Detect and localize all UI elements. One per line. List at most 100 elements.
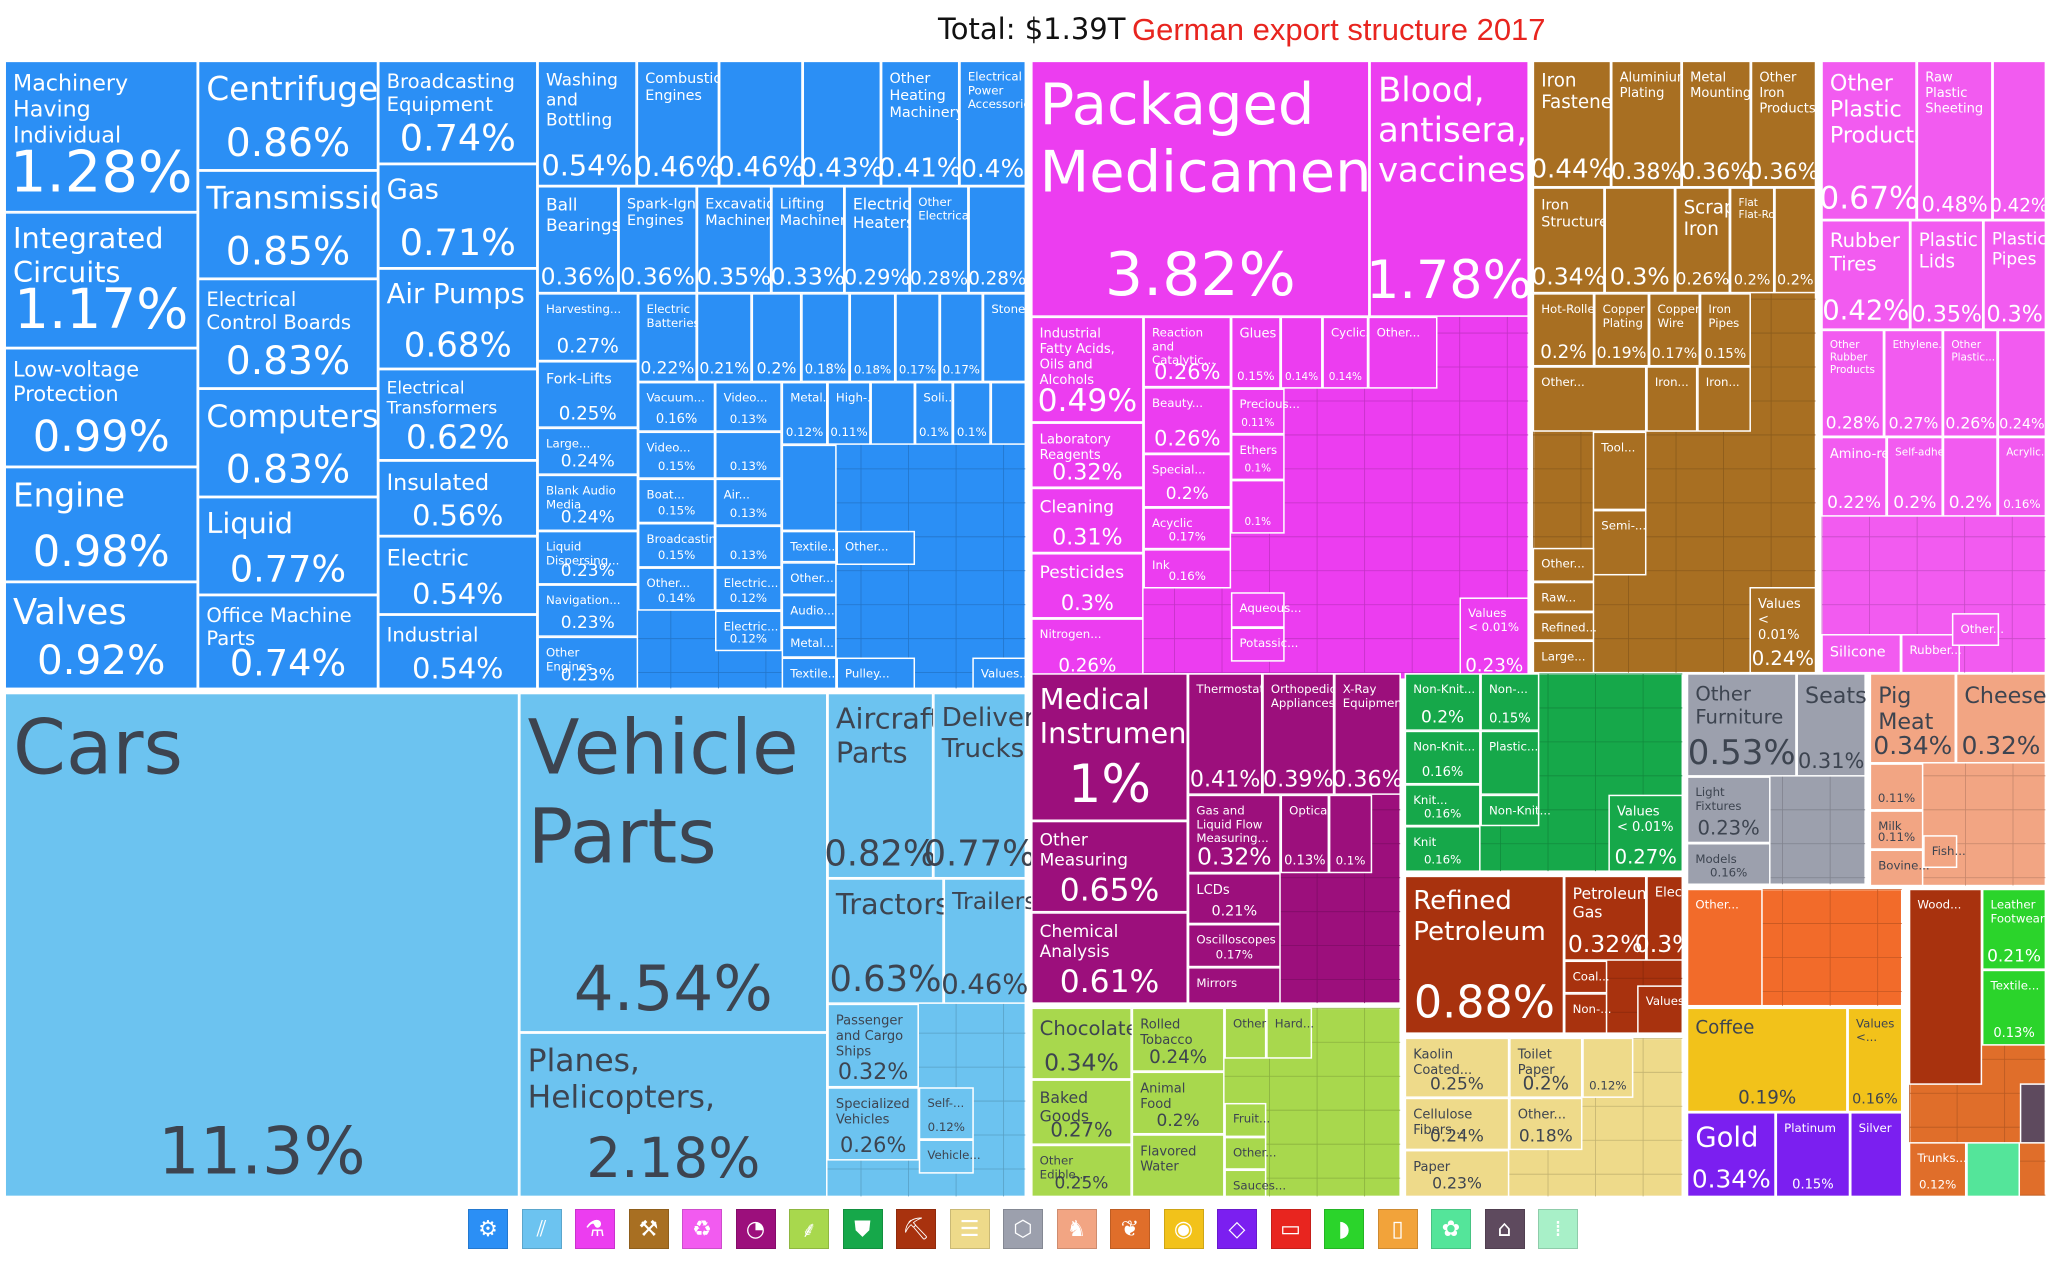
shoe-icon[interactable]: ◗ — [1324, 1209, 1364, 1249]
treemap-cell[interactable]: 0.42% — [1990, 60, 2048, 221]
treemap-cell[interactable]: Boat... 0.15% — [637, 478, 716, 524]
treemap-cell[interactable]: Coal... — [1563, 960, 1610, 994]
recycle-icon[interactable]: ♻ — [682, 1209, 722, 1249]
treemap-cell[interactable]: Textile... — [781, 530, 839, 563]
treemap-cell[interactable]: Pulley... — [836, 657, 916, 690]
treemap-cell[interactable]: Industrial 0.54% — [378, 614, 538, 690]
treemap-cell[interactable]: 0.21% — [696, 293, 752, 383]
road-icon[interactable]: ⫽ — [521, 1209, 562, 1249]
diamond-icon[interactable]: ◇ — [1217, 1209, 1257, 1249]
treemap-cell[interactable] — [990, 381, 1027, 445]
treemap-cell[interactable]: Vacuum... 0.16% — [637, 381, 716, 432]
treemap-cell[interactable]: Wood... — [1908, 888, 1983, 1085]
treemap-cell[interactable]: Computers 0.83% — [197, 388, 379, 498]
wheat-icon[interactable]: ⸙ — [789, 1209, 829, 1249]
scroll-icon[interactable]: ☰ — [949, 1209, 990, 1249]
treemap-cell[interactable]: Other... — [1686, 888, 1763, 1007]
treemap-cell[interactable]: 0.2% — [751, 293, 802, 383]
treemap-cell[interactable]: 0.14% — [1280, 316, 1323, 389]
treemap-cell[interactable]: 0.18% — [849, 293, 896, 383]
treemap-cell[interactable]: Audio... — [781, 594, 837, 628]
treemap-cell[interactable]: Rubber... — [1900, 634, 1962, 674]
treemap-cell[interactable]: Pesticides 0.3% — [1031, 553, 1144, 619]
treemap-cell[interactable]: Values<0.01% 0.24% — [1749, 587, 1817, 674]
treemap-cell[interactable]: Cleaning 0.31% — [1031, 487, 1144, 554]
treemap-cell[interactable]: Nitrogen... 0.26% — [1031, 618, 1144, 680]
treemap-cell[interactable]: Values... — [1637, 985, 1695, 1034]
treemap-cell[interactable]: Self-... 0.12% — [918, 1087, 974, 1140]
treemap-cell[interactable]: Engine 0.98% — [4, 466, 198, 582]
treemap-cell[interactable]: 0.1% — [1230, 479, 1285, 534]
treemap-cell[interactable]: Non-Knit... 0.16% — [1404, 730, 1481, 785]
treemap-cell[interactable]: Fruit... — [1224, 1102, 1270, 1138]
treemap-cell[interactable]: Values<... 0.16% — [1847, 1007, 1903, 1113]
hide-icon[interactable]: ✿ — [1431, 1209, 1471, 1249]
treemap-cell[interactable]: Non-Knit... — [1480, 794, 1551, 827]
treemap-cell[interactable]: Electric...0.12% — [715, 610, 782, 652]
treemap-cell[interactable]: Refined... — [1532, 611, 1597, 641]
treemap-cell[interactable]: 0.2% — [1774, 187, 1817, 294]
treemap-cell[interactable]: Air... 0.13% — [715, 478, 782, 526]
anvil-icon[interactable]: ⚒ — [628, 1209, 669, 1249]
treemap-cell[interactable]: 0.13% — [715, 525, 782, 568]
treemap-cell[interactable]: Planes,Helicopters, 2.18% — [519, 1032, 828, 1198]
gear-icon[interactable]: ⚙ — [468, 1209, 508, 1249]
treemap-cell[interactable]: Potassic... — [1230, 627, 1299, 662]
treemap-cell[interactable]: Knit...0.16% — [1404, 784, 1481, 827]
treemap-cell[interactable]: Gold 0.34% — [1686, 1112, 1776, 1198]
treemap-cell[interactable]: Other... — [1532, 366, 1647, 432]
treemap-cell[interactable]: Tractors 0.63% — [827, 878, 950, 1004]
treemap-cell[interactable]: Soli... 0.1% — [914, 381, 956, 445]
treemap-cell[interactable]: LCDs 0.21% — [1187, 873, 1281, 925]
treemap-cell[interactable]: Other... — [1224, 1136, 1276, 1170]
treemap-cell[interactable]: Chocolate 0.34% — [1031, 1007, 1138, 1080]
pig-icon[interactable]: ♞ — [1056, 1209, 1097, 1249]
treemap-cell[interactable] — [870, 381, 916, 445]
treemap-cell[interactable]: Electric 0.54% — [378, 536, 538, 615]
easel-icon[interactable]: ⌂ — [1484, 1209, 1525, 1249]
treemap-cell[interactable]: Platinum 0.15% — [1775, 1112, 1851, 1198]
bullets-icon[interactable]: ⁞ — [1538, 1209, 1578, 1249]
treemap-cell[interactable]: Coffee 0.19% — [1686, 1007, 1848, 1113]
treemap-cell[interactable]: 0.3% — [1604, 187, 1676, 294]
ticket-icon[interactable]: ▭ — [1270, 1209, 1311, 1249]
treemap-cell[interactable]: Large...0.24% — [537, 427, 639, 475]
treemap-cell[interactable]: Cyclic... 0.14% — [1322, 316, 1377, 389]
treemap-cell[interactable]: Special... 0.2% — [1143, 453, 1232, 508]
treemap-cell[interactable] — [2019, 1083, 2047, 1144]
treemap-cell[interactable]: 0.18% — [801, 293, 850, 383]
box-icon[interactable]: ⬡ — [1003, 1209, 1043, 1249]
treemap-cell[interactable]: Metal... — [781, 627, 837, 658]
treemap-cell[interactable]: Other... — [1224, 1007, 1276, 1059]
